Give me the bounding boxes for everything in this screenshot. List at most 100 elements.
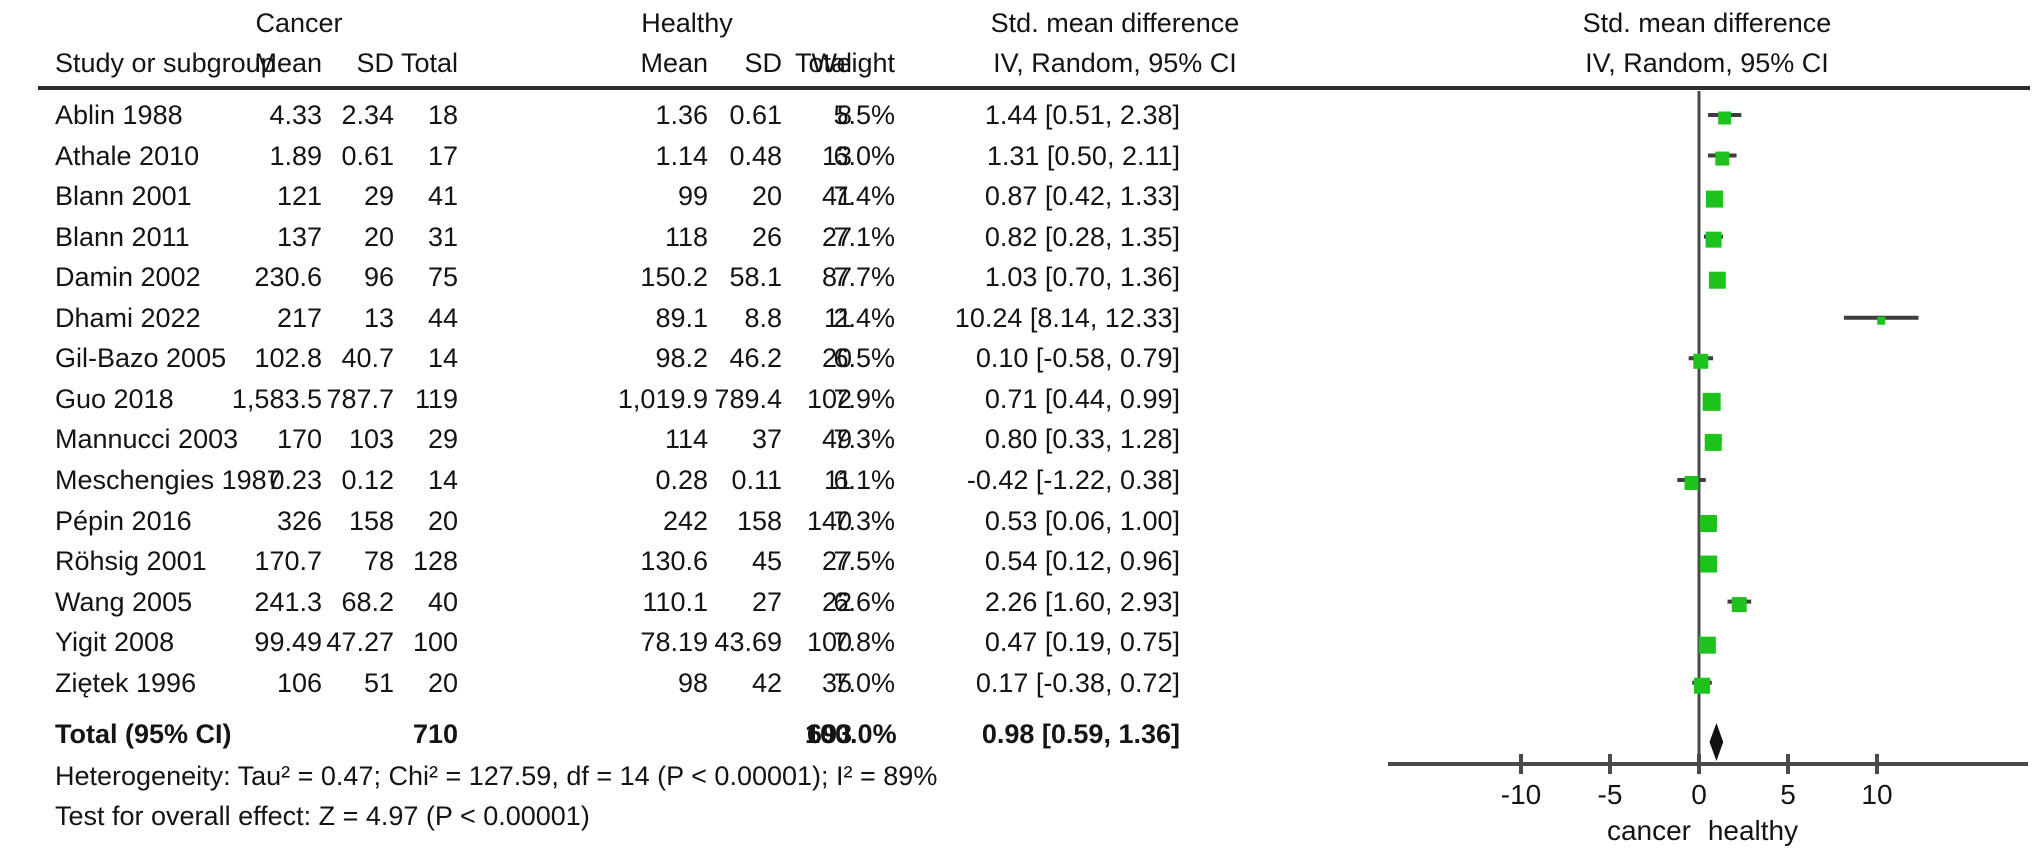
total-ci-text: 0.98 [0.59, 1.36] (981, 719, 1180, 749)
x-axis-tick-label: -5 (1598, 779, 1623, 810)
total-weight: 100.0% (805, 719, 897, 749)
ci-column-header-line1: Std. mean difference (990, 8, 1240, 38)
healthy-mean: 89.1 (655, 302, 708, 333)
healthy-total: 27 (821, 221, 852, 252)
healthy-total: 87 (821, 262, 852, 293)
healthy-sd: 20 (751, 181, 782, 212)
cancer-total: 31 (427, 221, 458, 252)
group-header-healthy: Healthy (641, 8, 733, 38)
cancer-sd: 96 (363, 262, 394, 293)
healthy-total: 102 (806, 383, 852, 414)
healthy-sd: 27 (751, 586, 782, 617)
healthy-total: 11 (823, 302, 852, 333)
cancer-total: 128 (412, 546, 458, 577)
cancer-sd: 78 (363, 546, 394, 577)
healthy-sd: 45 (751, 546, 782, 577)
weight: 7.9% (833, 383, 895, 414)
study-name: Blann 2001 (55, 181, 192, 212)
column-header-healthy-total: Total (794, 48, 852, 78)
healthy-sd: 37 (751, 424, 782, 455)
cancer-total: 14 (427, 343, 458, 374)
cancer-total: 100 (412, 627, 458, 658)
effect-marker (1718, 111, 1732, 125)
group-header-cancer: Cancer (255, 8, 343, 38)
effect-marker (1699, 515, 1717, 532)
effect-marker (1698, 636, 1716, 654)
heterogeneity-stats: Heterogeneity: Tau² = 0.47; Chi² = 127.5… (55, 761, 938, 791)
cancer-mean: 170 (276, 424, 322, 455)
cancer-sd: 47.27 (326, 627, 394, 658)
healthy-mean: 242 (662, 505, 708, 536)
healthy-sd: 42 (751, 667, 782, 698)
cancer-mean: 102.8 (254, 343, 322, 374)
cancer-mean: 1.89 (269, 140, 322, 171)
cancer-sd: 0.61 (341, 140, 394, 171)
healthy-sd: 43.69 (714, 627, 782, 658)
study-name: Blann 2011 (55, 221, 190, 252)
healthy-total: 22 (821, 586, 852, 617)
cancer-total: 20 (427, 667, 458, 698)
plot-column-header-line2: IV, Random, 95% CI (1585, 48, 1829, 78)
study-name: Guo 2018 (55, 383, 174, 414)
cancer-mean: 170.7 (254, 546, 322, 577)
healthy-sd: 26 (751, 221, 782, 252)
cancer-sd: 0.12 (341, 464, 394, 495)
ci-text: 0.47 [0.19, 0.75] (984, 627, 1180, 658)
healthy-sd: 0.61 (729, 100, 782, 130)
total-row-label: Total (95% CI) (55, 719, 232, 749)
healthy-total: 35 (821, 667, 852, 698)
x-axis-tick-label: 5 (1780, 779, 1796, 810)
healthy-mean: 150.2 (640, 262, 708, 293)
summary-diamond (1709, 723, 1724, 761)
healthy-sd: 789.4 (714, 383, 782, 414)
ci-text: 2.26 [1.60, 2.93] (984, 586, 1180, 617)
cancer-sd: 40.7 (341, 343, 394, 374)
cancer-total: 75 (427, 262, 458, 293)
cancer-mean: 326 (276, 505, 322, 536)
healthy-mean: 98.2 (655, 343, 708, 374)
weight: 6.0% (833, 140, 895, 171)
healthy-total: 20 (821, 343, 852, 374)
ci-text: 1.44 [0.51, 2.38] (984, 100, 1180, 130)
study-name: Athale 2010 (55, 140, 200, 171)
healthy-total: 140 (806, 505, 852, 536)
cancer-total: 44 (427, 302, 458, 333)
healthy-mean: 99 (677, 181, 708, 212)
cancer-mean: 1,583.5 (231, 383, 322, 414)
healthy-mean: 0.28 (655, 464, 708, 495)
cancer-sd: 29 (363, 181, 394, 212)
healthy-mean: 114 (664, 424, 708, 455)
ci-text: 1.03 [0.70, 1.36] (984, 262, 1180, 293)
ci-text: 0.80 [0.33, 1.28] (984, 424, 1180, 455)
effect-marker (1705, 231, 1722, 248)
weight: 2.4% (833, 302, 895, 333)
study-name: Wang 2005 (55, 586, 193, 617)
x-axis-tick-label: 10 (1861, 779, 1892, 810)
healthy-total: 27 (821, 546, 852, 577)
column-header-study: Study or subgroup (55, 48, 276, 78)
total-healthy-n: 693 (806, 719, 852, 749)
effect-marker (1693, 353, 1709, 369)
healthy-mean: 110.1 (642, 586, 708, 617)
cancer-total: 41 (427, 181, 458, 212)
cancer-mean: 4.33 (269, 100, 322, 130)
effect-marker (1704, 433, 1722, 451)
cancer-sd: 20 (363, 221, 394, 252)
healthy-total: 11 (823, 464, 852, 495)
total-cancer-n: 710 (412, 719, 458, 749)
column-header-healthy-mean: Mean (640, 48, 708, 78)
cancer-mean: 241.3 (254, 586, 322, 617)
cancer-mean: 137 (276, 221, 322, 252)
healthy-sd: 46.2 (729, 343, 782, 374)
healthy-mean: 118 (664, 221, 708, 252)
x-axis-tick-label: 0 (1691, 779, 1707, 810)
cancer-mean: 0.23 (269, 464, 322, 495)
healthy-mean: 130.6 (640, 546, 708, 577)
study-name: Röhsig 2001 (55, 546, 207, 577)
study-name: Ziętek 1996 (55, 667, 197, 698)
axis-direction-label-right: healthy (1708, 815, 1798, 846)
study-name: Yigit 2008 (55, 627, 175, 658)
healthy-sd: 0.48 (729, 140, 782, 171)
cancer-total: 14 (427, 464, 458, 495)
